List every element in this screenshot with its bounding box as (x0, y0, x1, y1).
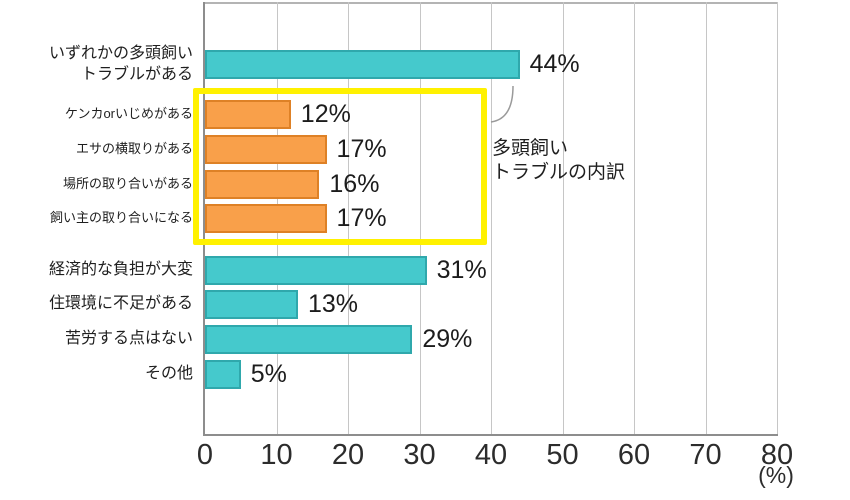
category-label: 苦労する点はない (64, 330, 193, 348)
value-label: 16% (329, 170, 380, 198)
bar-orange (205, 100, 291, 129)
value-label: 44% (529, 50, 580, 78)
bar-orange (205, 204, 327, 233)
bar-teal (205, 325, 413, 354)
breakdown-annotation: 多頭飼い トラブルの内訳 (492, 138, 626, 183)
category-label: 経済的な負担が大変 (48, 261, 193, 279)
y-axis-line (203, 2, 205, 434)
category-label: いずれかの多頭飼い トラブルがある (48, 44, 193, 83)
value-label: 13% (307, 290, 358, 318)
category-label: 場所の取り合いがある (62, 176, 193, 192)
gridline (777, 2, 778, 434)
gridline (634, 2, 635, 434)
value-label: 17% (336, 204, 387, 232)
category-label: 住環境に不足がある (48, 295, 193, 313)
value-label: 5% (250, 360, 287, 388)
value-label: 29% (422, 325, 473, 353)
x-tick-label: 70 (689, 439, 722, 471)
x-tick-label: 60 (617, 439, 651, 471)
bar-orange (205, 135, 327, 164)
x-tick-label: 0 (196, 439, 214, 471)
bar-teal (205, 360, 241, 389)
bar-teal (205, 290, 298, 319)
value-label: 31% (436, 256, 487, 284)
x-tick-label: 40 (474, 439, 508, 471)
bar-teal (205, 256, 427, 285)
x-tick-label: 80 (760, 439, 794, 471)
category-label: ケンカorいじめがある (64, 106, 193, 122)
category-label: その他 (144, 365, 193, 383)
breakdown-highlight-box (193, 88, 487, 245)
x-tick-label: 30 (403, 439, 436, 471)
category-label: エサの横取りがある (75, 141, 193, 157)
x-axis-unit-label: (%) (758, 462, 794, 488)
gridline (562, 2, 564, 434)
gridline (705, 2, 707, 434)
x-axis-line (203, 434, 778, 436)
gridline (419, 2, 421, 434)
bar-teal (205, 50, 520, 79)
value-label: 12% (300, 100, 351, 128)
x-tick-label: 50 (546, 439, 579, 471)
x-tick-label: 10 (260, 439, 293, 471)
x-tick-label: 20 (331, 439, 365, 471)
gridline (491, 2, 492, 434)
bar-orange (205, 170, 320, 199)
category-label: 飼い主の取り合いになる (49, 210, 193, 226)
gridline (348, 2, 349, 434)
value-label: 17% (336, 135, 387, 163)
